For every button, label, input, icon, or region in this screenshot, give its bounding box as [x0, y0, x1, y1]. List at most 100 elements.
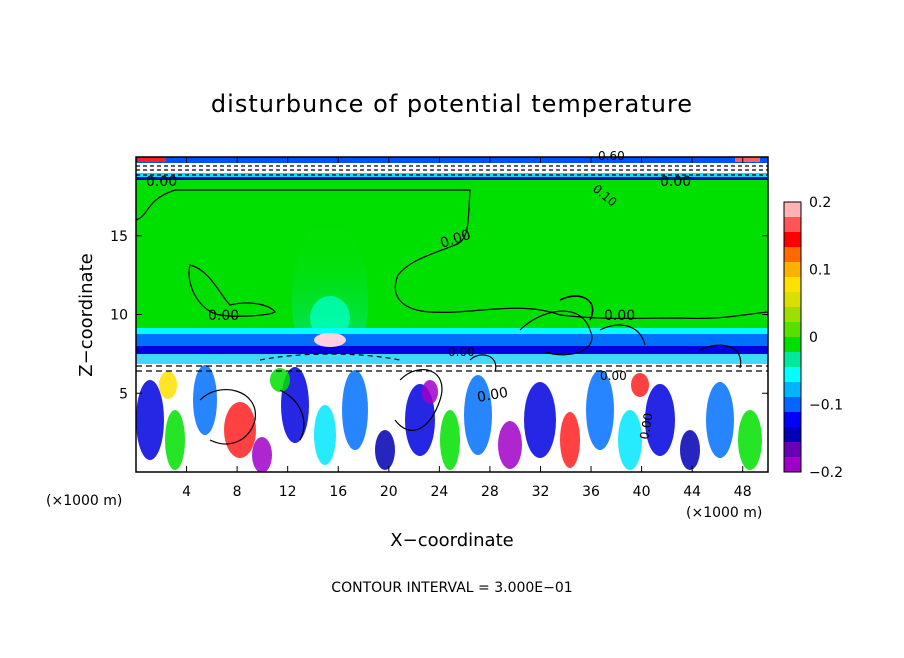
contour-turb-8 — [279, 389, 305, 441]
x-tick-label: 16 — [329, 484, 347, 500]
colorbar-swatch — [784, 427, 801, 443]
contour-label: 0.00 — [146, 174, 177, 190]
colorbar-tick-label: 0.2 — [809, 195, 831, 211]
contour-turb-1 — [199, 389, 256, 445]
y-tick-label: 5 — [119, 386, 128, 402]
x-unit-right: (×1000 m) — [686, 505, 762, 521]
turbulence-blob — [464, 375, 492, 455]
contour-turb-3 — [519, 310, 593, 356]
field-top-hot-right — [735, 157, 760, 162]
contour-label: 0.00 — [208, 308, 239, 324]
turbulence-blob — [252, 437, 272, 472]
contour-turb-5 — [469, 354, 497, 373]
x-tick-label: 40 — [633, 484, 651, 500]
colorbar-tick-label: −0.1 — [809, 398, 843, 414]
colorbar-tick-label: 0 — [809, 330, 818, 346]
field-band-darkblue — [136, 346, 768, 354]
contour-turb-2 — [394, 369, 443, 431]
x-axis-label: X−coordinate — [390, 530, 513, 551]
colorbar-swatch — [784, 442, 801, 458]
turbulence-blob — [375, 430, 395, 470]
colorbar-tick-label: 0.1 — [809, 263, 831, 279]
contour-zero-upper — [136, 189, 768, 320]
turbulence-blob — [270, 368, 290, 392]
x-tick-label: 20 — [380, 484, 398, 500]
field-band-blue — [136, 334, 768, 346]
chart-title: disturbunce of potential temperature — [211, 90, 693, 118]
turbulence-blob — [645, 384, 675, 456]
field-top-strip-white — [136, 163, 768, 173]
x-tick-label: 24 — [430, 484, 448, 500]
field-hotspot — [314, 333, 346, 347]
x-tick-label: 12 — [279, 484, 297, 500]
field-top-hot-left — [138, 157, 166, 162]
turbulence-blob — [136, 380, 164, 460]
turbulence-blob — [680, 430, 700, 470]
turbulence-blob — [440, 410, 460, 470]
x-tick-label: 48 — [734, 484, 752, 500]
x-tick-label: 32 — [532, 484, 550, 500]
contour-zero-left-loop — [188, 264, 276, 317]
contour-label: 0.00 — [448, 345, 475, 359]
colorbar-swatch — [784, 217, 801, 233]
colorbar-tick-label: −0.2 — [809, 465, 843, 481]
contour-label: 0.00 — [637, 412, 655, 441]
turbulence-blob — [560, 412, 580, 468]
y-tick-label: 15 — [110, 229, 128, 245]
colorbar-swatch — [784, 232, 801, 248]
contour-label: 0.00 — [604, 308, 635, 324]
x-tick-label: 44 — [683, 484, 701, 500]
x-tick-label: 36 — [582, 484, 600, 500]
colorbar-swatch — [784, 367, 801, 383]
contour-label: 0.60 — [598, 149, 625, 163]
contour-turb-6 — [599, 324, 646, 346]
colorbar-swatch — [784, 292, 801, 308]
turbulence-blob — [738, 410, 762, 470]
colorbar-swatch — [784, 457, 801, 473]
turbulence-blob — [224, 402, 256, 458]
colorbar-swatch — [784, 412, 801, 428]
field-top-strip-navy — [136, 177, 768, 180]
colorbar-swatch — [784, 397, 801, 413]
turbulence-blob — [342, 370, 368, 450]
contour-stratified-3 — [259, 353, 401, 361]
turbulence-blob — [193, 365, 217, 435]
colorbar-swatch — [784, 337, 801, 353]
colorbar-swatch — [784, 322, 801, 338]
colorbar-swatch — [784, 307, 801, 323]
plot-field — [136, 157, 768, 472]
field-band-light — [136, 354, 768, 364]
contour-label: 0.00 — [600, 369, 627, 383]
colorbar-swatch — [784, 352, 801, 368]
colorbar-swatch — [784, 247, 801, 263]
x-tick-label: 4 — [182, 484, 191, 500]
contour-label: 0.00 — [476, 385, 509, 406]
contour-interval-note: CONTOUR INTERVAL = 3.000E−01 — [331, 580, 572, 596]
turbulence-blob — [586, 370, 614, 450]
contour-label: 0.00 — [660, 174, 691, 190]
turbulence-blob — [706, 382, 734, 458]
x-unit-left: (×1000 m) — [46, 493, 122, 509]
colorbar-swatch — [784, 277, 801, 293]
turbulence-blob — [618, 410, 642, 470]
y-axis-label: Z−coordinate — [76, 253, 97, 376]
turbulence-blob — [159, 371, 177, 399]
field-top-strip-blue — [136, 157, 768, 163]
y-tick-label: 10 — [110, 308, 128, 324]
field-band-cyan — [136, 328, 768, 336]
turbulence-blob — [631, 373, 649, 397]
contour-turb-4 — [559, 295, 594, 321]
turbulence-blob — [422, 380, 438, 404]
colorbar-frame — [783, 201, 802, 473]
turbulence-blobs — [136, 365, 762, 472]
turbulence-blob — [165, 410, 185, 470]
colorbar-swatch — [784, 382, 801, 398]
turbulence-blob — [524, 382, 556, 458]
x-tick-label: 8 — [233, 484, 242, 500]
contour-lines — [136, 165, 768, 445]
y-axis: 5 10 15 — [110, 229, 768, 402]
colorbar-swatch — [784, 262, 801, 278]
colorbar: 0.2 0.1 0 −0.1 −0.2 — [783, 195, 843, 481]
